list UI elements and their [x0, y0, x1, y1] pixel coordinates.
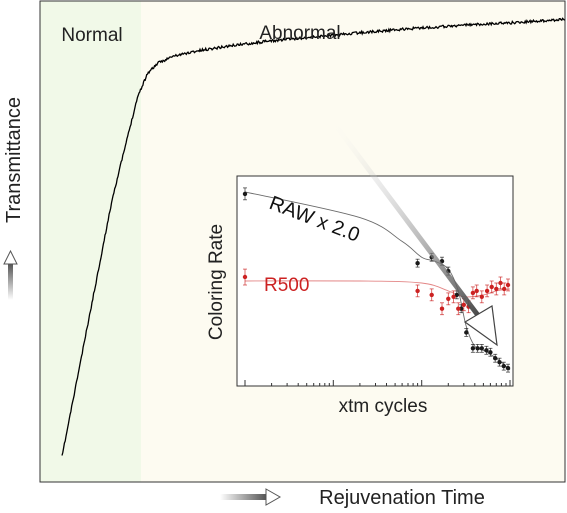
data-point-r500 [429, 288, 434, 302]
main-series-line [61, 17, 566, 456]
data-point-raw [415, 258, 420, 268]
x-axis-title: Rejuvenation Time [319, 487, 485, 509]
data-point-raw [505, 363, 511, 373]
inset-y-axis-title: Coloring Rate [206, 224, 227, 340]
data-point-raw [497, 357, 502, 367]
data-point-raw [464, 328, 469, 337]
region-label-normal: Normal [61, 25, 122, 46]
data-point-raw [475, 343, 480, 353]
data-point-raw [493, 353, 498, 363]
main-plot-frame [39, 0, 566, 483]
data-point-raw [479, 343, 484, 353]
data-point-raw [242, 187, 248, 201]
y-axis-title: Transmittance [3, 97, 25, 223]
inset-x-axis-title: xtm cycles [339, 396, 428, 417]
data-point-r500 [502, 282, 507, 296]
data-point-r500 [494, 282, 499, 296]
data-point-raw [484, 345, 489, 355]
normal-region [40, 1, 141, 482]
data-point-raw [501, 361, 506, 371]
main-series [61, 17, 566, 456]
data-point-r500 [470, 286, 476, 300]
data-point-r500 [479, 290, 484, 304]
inset-x-ticks [244, 380, 511, 386]
data-point-r500 [474, 284, 479, 298]
region-label-abnormal: Abnormal [259, 23, 340, 44]
data-point-r500 [489, 280, 494, 294]
data-point-r500 [451, 290, 456, 304]
series-label-r500: R500 [264, 275, 309, 296]
data-point-r500 [446, 292, 451, 306]
y-axis-arrow [3, 249, 18, 300]
data-point-r500 [505, 278, 511, 292]
data-point-r500 [415, 284, 420, 298]
data-point-raw [470, 343, 476, 353]
data-point-r500 [498, 276, 503, 290]
data-point-r500 [484, 284, 490, 298]
data-point-r500 [439, 302, 445, 316]
data-point-r500 [456, 302, 461, 316]
trend-arrow [328, 116, 498, 347]
data-point-raw [488, 347, 493, 357]
x-axis-arrow [220, 488, 282, 506]
inset-points [242, 187, 511, 373]
data-point-r500 [242, 268, 248, 286]
